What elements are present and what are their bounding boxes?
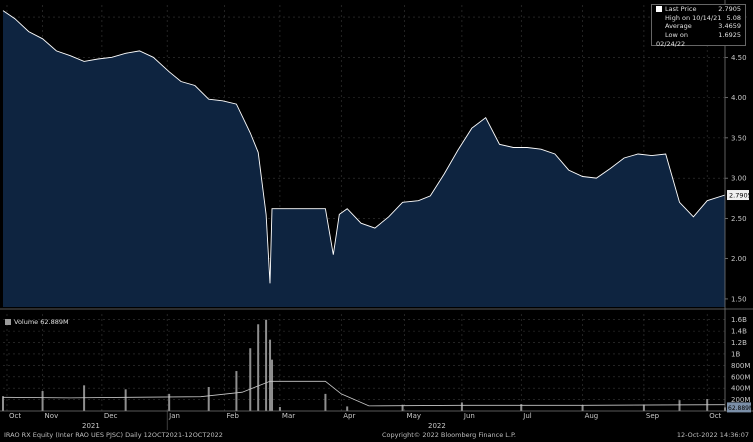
- y-tick-label: 1.50: [731, 295, 747, 303]
- volume-bar: [642, 404, 645, 411]
- volume-bar: [257, 324, 260, 411]
- volume-legend-key-icon: [5, 319, 11, 325]
- price-line: [2, 10, 726, 284]
- price-volume-chart: Oct Nov Dec Jan Feb Mar Apr May Jun Jul Aug Sep Oct 2…: [0, 0, 753, 430]
- volume-bar: [278, 407, 281, 411]
- volume-bar: [678, 400, 681, 411]
- year-label: 2022: [428, 422, 446, 430]
- volume-bar: [460, 402, 463, 411]
- price-legend: Last Price 2.7905 High on 10/14/21 5.08 …: [651, 4, 746, 48]
- volume-bar: [41, 391, 44, 411]
- volume-y-tick-label: 200M: [731, 396, 750, 404]
- x-tick-label: Sep: [646, 412, 660, 420]
- volume-bar: [207, 387, 210, 411]
- y-tick-label: 2.50: [731, 215, 747, 223]
- legend-item-high: High on 10/14/21 5.08: [665, 13, 741, 22]
- footer-security-description: IRAO RX Equity (Inter RAO UES PJSC) Dail…: [4, 431, 223, 439]
- price-plot: [2, 10, 726, 307]
- x-tick-label: Jul: [522, 412, 532, 420]
- x-tick-label: Feb: [227, 412, 240, 420]
- volume-y-tick-label: 400M: [731, 385, 750, 393]
- price-area: [3, 10, 725, 307]
- volume-y-tick-label: 1B: [731, 350, 740, 358]
- volume-y-tick-label: 1.2B: [731, 339, 747, 347]
- volume-tag: [727, 402, 751, 413]
- volume-bar: [124, 389, 127, 411]
- volume-y-tick-label: 1.6B: [731, 316, 747, 324]
- volume-legend: Volume 62.889M: [5, 318, 69, 326]
- y-tick-label: 4.00: [731, 94, 747, 102]
- volume-bar: [235, 371, 238, 411]
- tick-labels: Oct Nov Dec Jan Feb Mar Apr May Jun Jul Aug Sep Oct 2…: [9, 14, 753, 430]
- volume-bar: [168, 393, 171, 411]
- x-tick-label: Aug: [585, 412, 599, 420]
- x-tick-label: Nov: [45, 412, 59, 420]
- volume-bar: [324, 393, 327, 411]
- y-tick-label: 2.00: [731, 255, 747, 263]
- year-label: 2021: [82, 422, 100, 430]
- y-tick-label: 3.00: [731, 175, 747, 183]
- volume-y-tick-label: 600M: [731, 373, 750, 381]
- last-price-tag: [727, 190, 749, 201]
- volume-bar: [265, 319, 268, 411]
- y-tick-label: 4.50: [731, 54, 747, 62]
- volume-gridlines: [3, 314, 725, 411]
- volume-tag-label: 62.889M: [728, 405, 753, 412]
- volume-bar: [581, 405, 584, 411]
- legend-item-average: Average 3.4659: [665, 22, 741, 31]
- volume-bar: [2, 396, 4, 411]
- volume-bar: [346, 406, 349, 411]
- footer-timestamp: 12-Oct-2022 14:36:07: [676, 431, 749, 439]
- volume-y-tick-label: 800M: [731, 362, 750, 370]
- legend-item-low: Low on 02/24/22 1.6925: [656, 31, 741, 48]
- volume-average-line: [2, 380, 726, 407]
- axes: [0, 0, 753, 430]
- last-price-tag-label: 2.7905: [729, 192, 752, 200]
- x-tick-label: Dec: [104, 412, 118, 420]
- x-tick-label: Oct: [9, 412, 21, 420]
- legend-item-last-price: Last Price 2.7905: [652, 5, 745, 14]
- volume-bar: [520, 404, 523, 411]
- y-tick-label: 3.50: [731, 134, 747, 142]
- footer-copyright: Copyright© 2022 Bloomberg Finance L.P.: [382, 431, 516, 439]
- volume-plot: [2, 319, 726, 411]
- x-tick-label: Oct: [709, 412, 721, 420]
- legend-key-icon: [656, 6, 662, 12]
- x-tick-label: Jan: [168, 412, 180, 420]
- x-tick-label: Apr: [343, 412, 355, 420]
- volume-bar: [269, 339, 272, 411]
- x-tick-label: Mar: [282, 412, 295, 420]
- volume-bar: [249, 348, 252, 411]
- x-tick-label: May: [407, 412, 421, 420]
- volume-bar: [401, 404, 404, 411]
- volume-bar: [271, 359, 274, 411]
- volume-bar: [83, 385, 86, 411]
- x-tick-label: Jun: [463, 412, 475, 420]
- volume-y-tick-label: 1.4B: [731, 328, 747, 336]
